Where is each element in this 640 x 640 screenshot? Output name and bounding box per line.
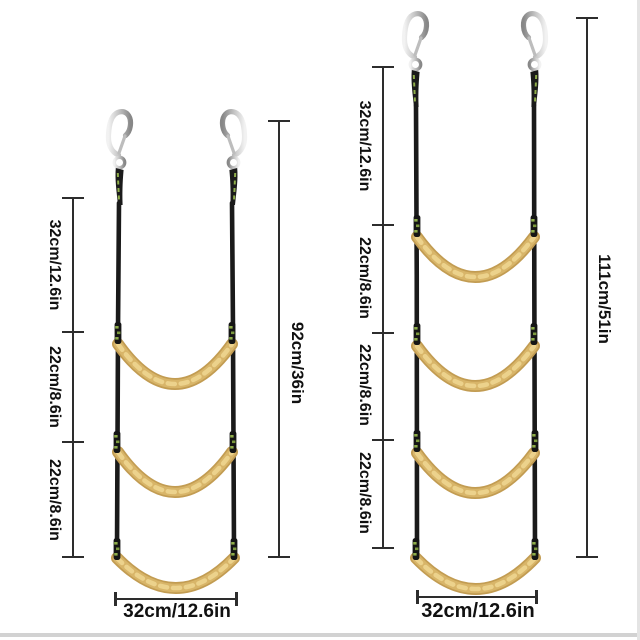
dim-tick — [235, 592, 238, 606]
carabiner-icon — [404, 14, 426, 107]
photo-edge-right — [637, 0, 640, 640]
small-ladder-section-1-label: 32cm/12.6in — [46, 219, 63, 311]
dim-tick — [416, 590, 419, 604]
rung — [112, 446, 238, 498]
dim-tick — [268, 556, 290, 558]
carabiner-icon — [108, 112, 130, 205]
dim-tick — [62, 197, 84, 199]
rung — [411, 447, 540, 499]
left-rope — [114, 200, 122, 553]
dim-tick — [114, 592, 117, 606]
rung — [111, 552, 240, 594]
dim-tick — [372, 547, 394, 549]
small-ladder-width-label: 32cm/12.6in — [123, 601, 231, 622]
dim-tick — [576, 17, 598, 19]
dim-tick — [535, 590, 538, 604]
rung — [410, 552, 541, 595]
small-ladder-total-label: 92cm/36in — [288, 321, 307, 405]
dim-tick — [62, 441, 84, 443]
dim-tick — [62, 331, 84, 333]
large-ladder-section-3-label: 22cm/8.6in — [356, 344, 373, 426]
large-ladder-total-label: 111cm/51in — [595, 254, 614, 344]
dim-tick — [268, 120, 290, 122]
carabiner-icon — [222, 112, 244, 205]
dim-tick — [62, 556, 84, 558]
small-ladder-section-3-label: 22cm/8.6in — [46, 459, 63, 541]
small-ladder-width-dim-line — [115, 598, 237, 600]
dim-tick — [576, 556, 598, 558]
small-ladder-section-dim-line — [72, 198, 74, 558]
rung — [112, 338, 238, 390]
rung — [411, 340, 540, 392]
right-rope — [229, 200, 237, 553]
small-ladder-total-dim-line — [278, 121, 280, 558]
large-ladder-section-4-label: 22cm/8.6in — [356, 452, 373, 534]
large-ladder-total-dim-line — [586, 18, 588, 558]
large-ladder-width-dim-line — [417, 596, 537, 598]
dim-tick — [372, 66, 394, 68]
carabiner-icon — [523, 14, 545, 107]
large-ladder-figure — [404, 14, 545, 595]
large-ladder-section-1-label: 32cm/12.6in — [356, 100, 373, 192]
dim-tick — [372, 439, 394, 441]
large-ladder-width-label: 32cm/12.6in — [421, 600, 535, 622]
small-ladder-section-2-label: 22cm/8.6in — [46, 346, 63, 428]
small-ladder-figure — [108, 112, 244, 594]
large-ladder-section-2-label: 22cm/8.6in — [356, 237, 373, 319]
dim-tick — [372, 332, 394, 334]
large-ladder-section-dim-line — [382, 67, 384, 549]
rung — [411, 231, 540, 283]
dim-tick — [372, 224, 394, 226]
photo-edge-bottom — [0, 633, 640, 637]
